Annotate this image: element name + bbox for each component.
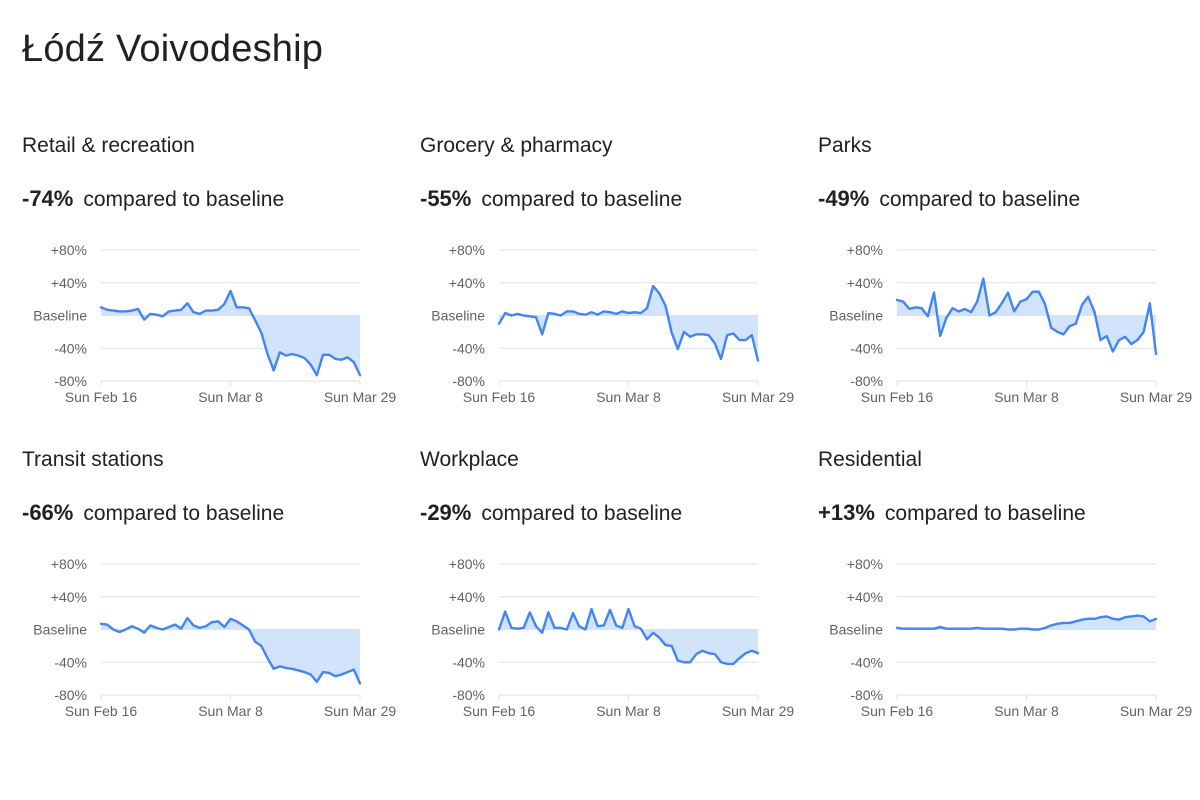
- chart: +80% +40% Baseline -40% -80%Sun Feb 16 Sun Ma…: [431, 242, 795, 405]
- y-tick-label: +80%: [449, 242, 485, 258]
- x-tick-label: Sun Feb 16: [65, 389, 138, 405]
- y-tick-label: -80%: [54, 687, 87, 703]
- y-tick-label: +40%: [847, 589, 883, 605]
- headline-value: -29%: [420, 500, 472, 525]
- x-tick-label: Sun Mar 8: [994, 389, 1059, 405]
- y-tick-label: +80%: [847, 242, 883, 258]
- x-tick-label: Sun Mar 8: [198, 703, 263, 719]
- series-line: [895, 614, 1158, 631]
- panel-transit: Transit stations -66% compared to baselin…: [22, 448, 412, 748]
- y-tick-label: -80%: [54, 373, 87, 389]
- y-tick-label: -40%: [54, 654, 87, 670]
- x-tick-label: Sun Feb 16: [463, 389, 536, 405]
- x-tick-label: Sun Feb 16: [65, 703, 138, 719]
- x-tick-label: Sun Mar 29: [722, 703, 795, 719]
- panel-retail: Retail & recreation -74% compared to base…: [22, 134, 412, 434]
- x-tick-label: Sun Feb 16: [861, 389, 934, 405]
- headline: -55% compared to baseline: [420, 186, 682, 215]
- chart: +80% +40% Baseline -40% -80%Sun Feb 16 Sun Ma…: [431, 556, 795, 719]
- x-tick-label: Sun Mar 8: [596, 389, 661, 405]
- y-tick-label: +40%: [847, 275, 883, 291]
- headline: -66% compared to baseline: [22, 500, 284, 529]
- x-tick-label: Sun Mar 8: [596, 703, 661, 719]
- panel-title: Transit stations: [22, 448, 164, 471]
- headline: +13% compared to baseline: [818, 500, 1086, 529]
- panel-grocery: Grocery & pharmacy -55% compared to basel…: [420, 134, 810, 434]
- y-tick-label: -80%: [850, 687, 883, 703]
- headline-text: compared to baseline: [83, 188, 285, 211]
- y-tick-label: +40%: [449, 275, 485, 291]
- y-tick-label: +80%: [847, 556, 883, 572]
- series-line: [497, 607, 760, 666]
- x-tick-label: Sun Mar 29: [324, 389, 397, 405]
- page-title: Łódź Voivodeship: [22, 28, 324, 70]
- headline-value: -74%: [22, 186, 74, 211]
- y-tick-label: Baseline: [829, 308, 883, 324]
- series-area: [499, 609, 758, 664]
- x-tick-label: Sun Mar 29: [1120, 703, 1193, 719]
- series-line: [895, 277, 1158, 356]
- headline-text: compared to baseline: [884, 502, 1086, 525]
- panel-title: Workplace: [420, 448, 519, 471]
- headline-text: compared to baseline: [83, 502, 285, 525]
- headline: -74% compared to baseline: [22, 186, 284, 215]
- headline-value: +13%: [818, 500, 875, 525]
- series-area: [101, 618, 360, 684]
- x-tick-label: Sun Feb 16: [861, 703, 934, 719]
- y-tick-label: Baseline: [829, 622, 883, 638]
- series-area: [897, 278, 1156, 354]
- y-tick-label: -80%: [452, 687, 485, 703]
- chart: +80% +40% Baseline -40% -80%Sun Feb 16 Sun Ma…: [829, 556, 1193, 719]
- headline: -29% compared to baseline: [420, 500, 682, 529]
- series-line: [497, 284, 760, 362]
- y-tick-label: -40%: [850, 340, 883, 356]
- y-tick-label: -80%: [452, 373, 485, 389]
- panel-parks: Parks -49% compared to baseline +80% +40% B…: [818, 134, 1200, 434]
- series-area: [499, 286, 758, 361]
- chart: +80% +40% Baseline -40% -80%Sun Feb 16 Sun Ma…: [829, 242, 1193, 405]
- y-tick-label: +80%: [449, 556, 485, 572]
- x-tick-label: Sun Mar 8: [198, 389, 263, 405]
- x-tick-label: Sun Mar 8: [994, 703, 1059, 719]
- panel-workplace: Workplace -29% compared to baseline +80% +…: [420, 448, 810, 748]
- y-tick-label: +80%: [51, 242, 87, 258]
- headline-text: compared to baseline: [879, 188, 1081, 211]
- y-tick-label: +80%: [51, 556, 87, 572]
- x-tick-label: Sun Feb 16: [463, 703, 536, 719]
- y-tick-label: -80%: [850, 373, 883, 389]
- chart: +80% +40% Baseline -40% -80%Sun Feb 16 Sun Ma…: [33, 242, 397, 405]
- y-tick-label: +40%: [51, 275, 87, 291]
- x-tick-label: Sun Mar 29: [324, 703, 397, 719]
- panel-residential: Residential +13% compared to baseline +80…: [818, 448, 1200, 748]
- y-tick-label: -40%: [850, 654, 883, 670]
- y-tick-label: +40%: [449, 589, 485, 605]
- panel-title: Parks: [818, 134, 872, 157]
- y-tick-label: Baseline: [431, 622, 485, 638]
- y-tick-label: -40%: [54, 340, 87, 356]
- headline-value: -49%: [818, 186, 870, 211]
- headline-text: compared to baseline: [481, 502, 683, 525]
- panel-title: Retail & recreation: [22, 134, 195, 157]
- headline-value: -55%: [420, 186, 472, 211]
- headline-value: -66%: [22, 500, 74, 525]
- y-tick-label: Baseline: [431, 308, 485, 324]
- panel-title: Residential: [818, 448, 922, 471]
- x-tick-label: Sun Mar 29: [722, 389, 795, 405]
- series-line: [99, 289, 362, 377]
- panel-title: Grocery & pharmacy: [420, 134, 613, 157]
- y-tick-label: +40%: [51, 589, 87, 605]
- y-tick-label: -40%: [452, 654, 485, 670]
- headline: -49% compared to baseline: [818, 186, 1080, 215]
- headline-text: compared to baseline: [481, 188, 683, 211]
- chart: +80% +40% Baseline -40% -80%Sun Feb 16 Sun Ma…: [33, 556, 397, 719]
- y-tick-label: Baseline: [33, 308, 87, 324]
- y-tick-label: -40%: [452, 340, 485, 356]
- series-line: [99, 616, 362, 685]
- x-tick-label: Sun Mar 29: [1120, 389, 1193, 405]
- y-tick-label: Baseline: [33, 622, 87, 638]
